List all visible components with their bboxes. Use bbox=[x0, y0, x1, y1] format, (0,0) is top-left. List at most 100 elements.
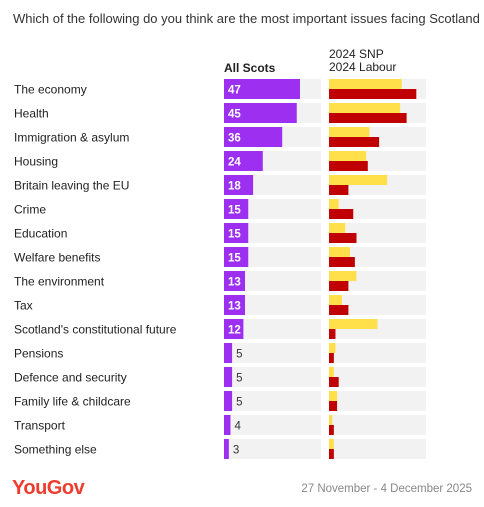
category-label: Something else bbox=[14, 443, 97, 457]
snp-bar bbox=[329, 223, 346, 233]
snp-bar bbox=[329, 175, 388, 185]
snp-bar bbox=[329, 415, 333, 425]
labour-bar bbox=[329, 161, 368, 171]
all-scots-track bbox=[224, 271, 321, 291]
row-11: Pensions 5 bbox=[14, 343, 426, 363]
category-label: Education bbox=[14, 227, 67, 241]
all-scots-bar bbox=[224, 271, 246, 291]
row-2: Immigration & asylum 36 bbox=[14, 127, 426, 147]
all-scots-bar bbox=[224, 151, 263, 171]
all-scots-bar bbox=[224, 295, 246, 315]
row-7: Welfare benefits 15 bbox=[14, 247, 426, 267]
all-scots-bar bbox=[224, 199, 249, 219]
category-label: The economy bbox=[14, 83, 87, 97]
all-scots-bar bbox=[224, 439, 229, 459]
all-scots-value-label: 12 bbox=[228, 325, 241, 337]
labour-bar bbox=[329, 209, 354, 219]
labour-bar bbox=[329, 137, 380, 147]
labour-bar bbox=[329, 329, 336, 339]
row-13: Family life & childcare 5 bbox=[14, 391, 426, 411]
category-label: Defence and security bbox=[14, 371, 127, 385]
labour-bar bbox=[329, 425, 334, 435]
snp-bar bbox=[329, 343, 336, 353]
all-scots-value-label: 15 bbox=[228, 229, 241, 241]
category-label: Crime bbox=[14, 203, 46, 217]
all-scots-value-label: 18 bbox=[228, 181, 241, 193]
row-8: The environment 13 bbox=[14, 271, 426, 291]
vote-track bbox=[329, 367, 426, 387]
snp-bar bbox=[329, 79, 402, 89]
all-scots-value-label: 47 bbox=[228, 85, 241, 97]
category-label: The environment bbox=[14, 275, 105, 289]
all-scots-value-label: 45 bbox=[228, 109, 241, 121]
row-12: Defence and security 5 bbox=[14, 367, 426, 387]
all-scots-bar bbox=[224, 367, 233, 387]
all-scots-bar bbox=[224, 343, 233, 363]
labour-bar bbox=[329, 281, 349, 291]
category-label: Family life & childcare bbox=[14, 395, 131, 409]
all-scots-bar bbox=[224, 247, 249, 267]
snp-bar bbox=[329, 367, 334, 377]
all-scots-bar bbox=[224, 79, 300, 99]
row-3: Housing 24 bbox=[14, 151, 426, 171]
row-0: The economy 47 bbox=[14, 79, 426, 99]
labour-bar bbox=[329, 233, 357, 243]
legend-labour: 2024 Labour bbox=[329, 60, 396, 74]
category-label: Transport bbox=[14, 419, 66, 433]
all-scots-value-label: 5 bbox=[236, 373, 242, 385]
yougov-logo: YouGov bbox=[12, 477, 85, 499]
row-9: Tax 13 bbox=[14, 295, 426, 315]
snp-bar bbox=[329, 439, 334, 449]
all-scots-value-label: 36 bbox=[228, 133, 241, 145]
all-scots-value-label: 24 bbox=[228, 157, 241, 169]
snp-bar bbox=[329, 199, 339, 209]
labour-bar bbox=[329, 449, 334, 459]
category-label: Scotland's constitutional future bbox=[14, 323, 177, 337]
labour-bar bbox=[329, 89, 417, 99]
vote-track bbox=[329, 295, 426, 315]
all-scots-track bbox=[224, 439, 321, 459]
row-14: Transport 4 bbox=[14, 415, 426, 435]
vote-track bbox=[329, 343, 426, 363]
all-scots-track bbox=[224, 415, 321, 435]
all-scots-bar bbox=[224, 415, 231, 435]
row-10: Scotland's constitutional future 12 bbox=[14, 319, 426, 339]
all-scots-value-label: 15 bbox=[228, 205, 241, 217]
all-scots-track bbox=[224, 391, 321, 411]
all-scots-value-label: 13 bbox=[228, 301, 241, 313]
row-5: Crime 15 bbox=[14, 199, 426, 219]
legend-snp: 2024 SNP bbox=[329, 47, 384, 61]
snp-bar bbox=[329, 295, 342, 305]
all-scots-bar bbox=[224, 223, 249, 243]
vote-track bbox=[329, 415, 426, 435]
snp-bar bbox=[329, 271, 357, 281]
snp-bar bbox=[329, 247, 351, 257]
category-label: Immigration & asylum bbox=[14, 131, 129, 145]
category-label: Britain leaving the EU bbox=[14, 179, 129, 193]
row-4: Britain leaving the EU 18 bbox=[14, 175, 426, 195]
labour-bar bbox=[329, 305, 349, 315]
all-scots-bar bbox=[224, 391, 233, 411]
vote-track bbox=[329, 391, 426, 411]
labour-bar bbox=[329, 257, 355, 267]
all-scots-value-label: 5 bbox=[236, 349, 242, 361]
vote-track bbox=[329, 439, 426, 459]
snp-bar bbox=[329, 103, 401, 113]
labour-bar bbox=[329, 401, 338, 411]
all-scots-track bbox=[224, 343, 321, 363]
labour-bar bbox=[329, 185, 349, 195]
labour-bar bbox=[329, 353, 334, 363]
row-15: Something else 3 bbox=[14, 439, 426, 459]
all-scots-track bbox=[224, 295, 321, 315]
all-scots-value-label: 13 bbox=[228, 277, 241, 289]
category-label: Pensions bbox=[14, 347, 63, 361]
category-label: Health bbox=[14, 107, 49, 121]
snp-bar bbox=[329, 391, 338, 401]
category-label: Welfare benefits bbox=[14, 251, 101, 265]
all-scots-bar bbox=[224, 103, 297, 123]
all-scots-value-label: 3 bbox=[233, 445, 239, 457]
all-scots-header: All Scots bbox=[224, 61, 276, 75]
category-label: Housing bbox=[14, 155, 58, 169]
all-scots-value-label: 4 bbox=[234, 421, 241, 433]
